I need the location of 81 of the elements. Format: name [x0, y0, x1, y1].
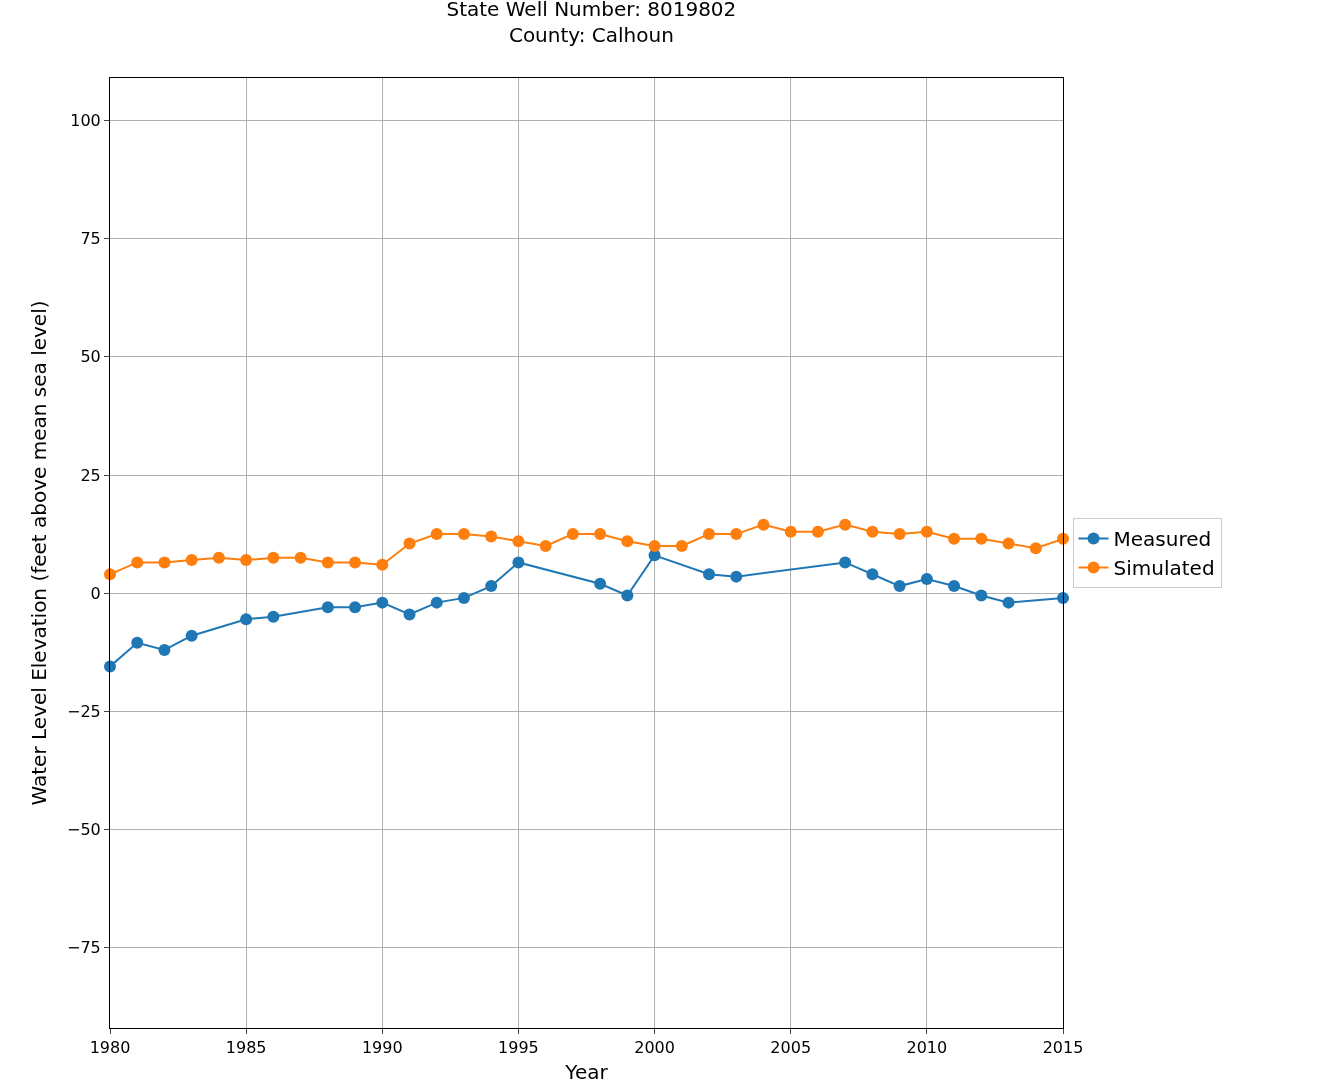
y-tick-label: 0 [90, 583, 101, 603]
point [321, 556, 334, 569]
point [321, 601, 334, 614]
point [485, 530, 498, 543]
point [158, 556, 171, 569]
x-tick-label: 1980 [89, 1038, 131, 1058]
y-axis-title: Water Level Elevation (feet above mean sea level) [26, 300, 51, 806]
point [975, 532, 988, 545]
point [648, 539, 661, 552]
x-tick-label: 1990 [361, 1038, 403, 1058]
point [839, 556, 852, 569]
chart-title: State Well Number: 8019802 County: Calhoun [446, 0, 737, 48]
point [403, 608, 416, 621]
point [784, 525, 797, 538]
point [185, 554, 198, 567]
legend-label: Measured [1113, 527, 1212, 552]
point [839, 518, 852, 531]
y-tick-label: −50 [67, 820, 101, 840]
point [267, 551, 280, 564]
y-tick-label: −75 [67, 938, 101, 958]
point [730, 570, 743, 583]
point [866, 568, 879, 581]
point [1002, 596, 1015, 609]
point [267, 610, 280, 623]
x-tick-label: 2005 [770, 1038, 812, 1058]
y-tick-label: 75 [80, 229, 101, 249]
point [811, 525, 824, 538]
y-tick-label: 100 [70, 111, 101, 131]
point [703, 568, 716, 581]
point [594, 528, 607, 541]
x-tick-label: 2010 [906, 1038, 948, 1058]
point [1029, 542, 1042, 555]
point [948, 580, 961, 593]
y-tick-label: −25 [67, 701, 101, 721]
point [403, 537, 416, 550]
y-tick-label: 25 [80, 465, 101, 485]
point [240, 613, 253, 626]
point [212, 551, 225, 564]
point [430, 528, 443, 541]
point [131, 556, 144, 569]
point [185, 629, 198, 642]
point [240, 554, 253, 567]
point [920, 525, 933, 538]
y-tick-label: 50 [80, 347, 101, 367]
point [539, 539, 552, 552]
point [430, 596, 443, 609]
x-axis-title: Year [564, 1059, 609, 1084]
point [349, 601, 362, 614]
point [975, 589, 988, 602]
point [131, 636, 144, 649]
point [594, 577, 607, 590]
point [158, 643, 171, 656]
point [893, 528, 906, 541]
point [757, 518, 770, 531]
point [675, 539, 688, 552]
point [457, 528, 470, 541]
point [1057, 591, 1069, 604]
point [512, 556, 525, 569]
point [512, 535, 525, 548]
x-tick-label: 1985 [225, 1038, 267, 1058]
point [294, 551, 307, 564]
point [1002, 537, 1015, 550]
point [621, 589, 634, 602]
x-tick-label: 2000 [634, 1038, 675, 1058]
point [566, 528, 579, 541]
point [920, 573, 933, 585]
point [893, 580, 906, 593]
point [457, 591, 470, 604]
point [948, 532, 961, 545]
point [376, 558, 389, 571]
point [1057, 532, 1069, 545]
point [349, 556, 362, 569]
point [703, 528, 716, 541]
point [730, 528, 743, 541]
x-tick-label: 1995 [498, 1038, 539, 1058]
point [866, 525, 879, 538]
point [485, 580, 498, 593]
x-tick-label: 2015 [1042, 1038, 1084, 1058]
legend-label: Simulated [1113, 556, 1215, 581]
point [621, 535, 634, 548]
point [376, 596, 389, 609]
